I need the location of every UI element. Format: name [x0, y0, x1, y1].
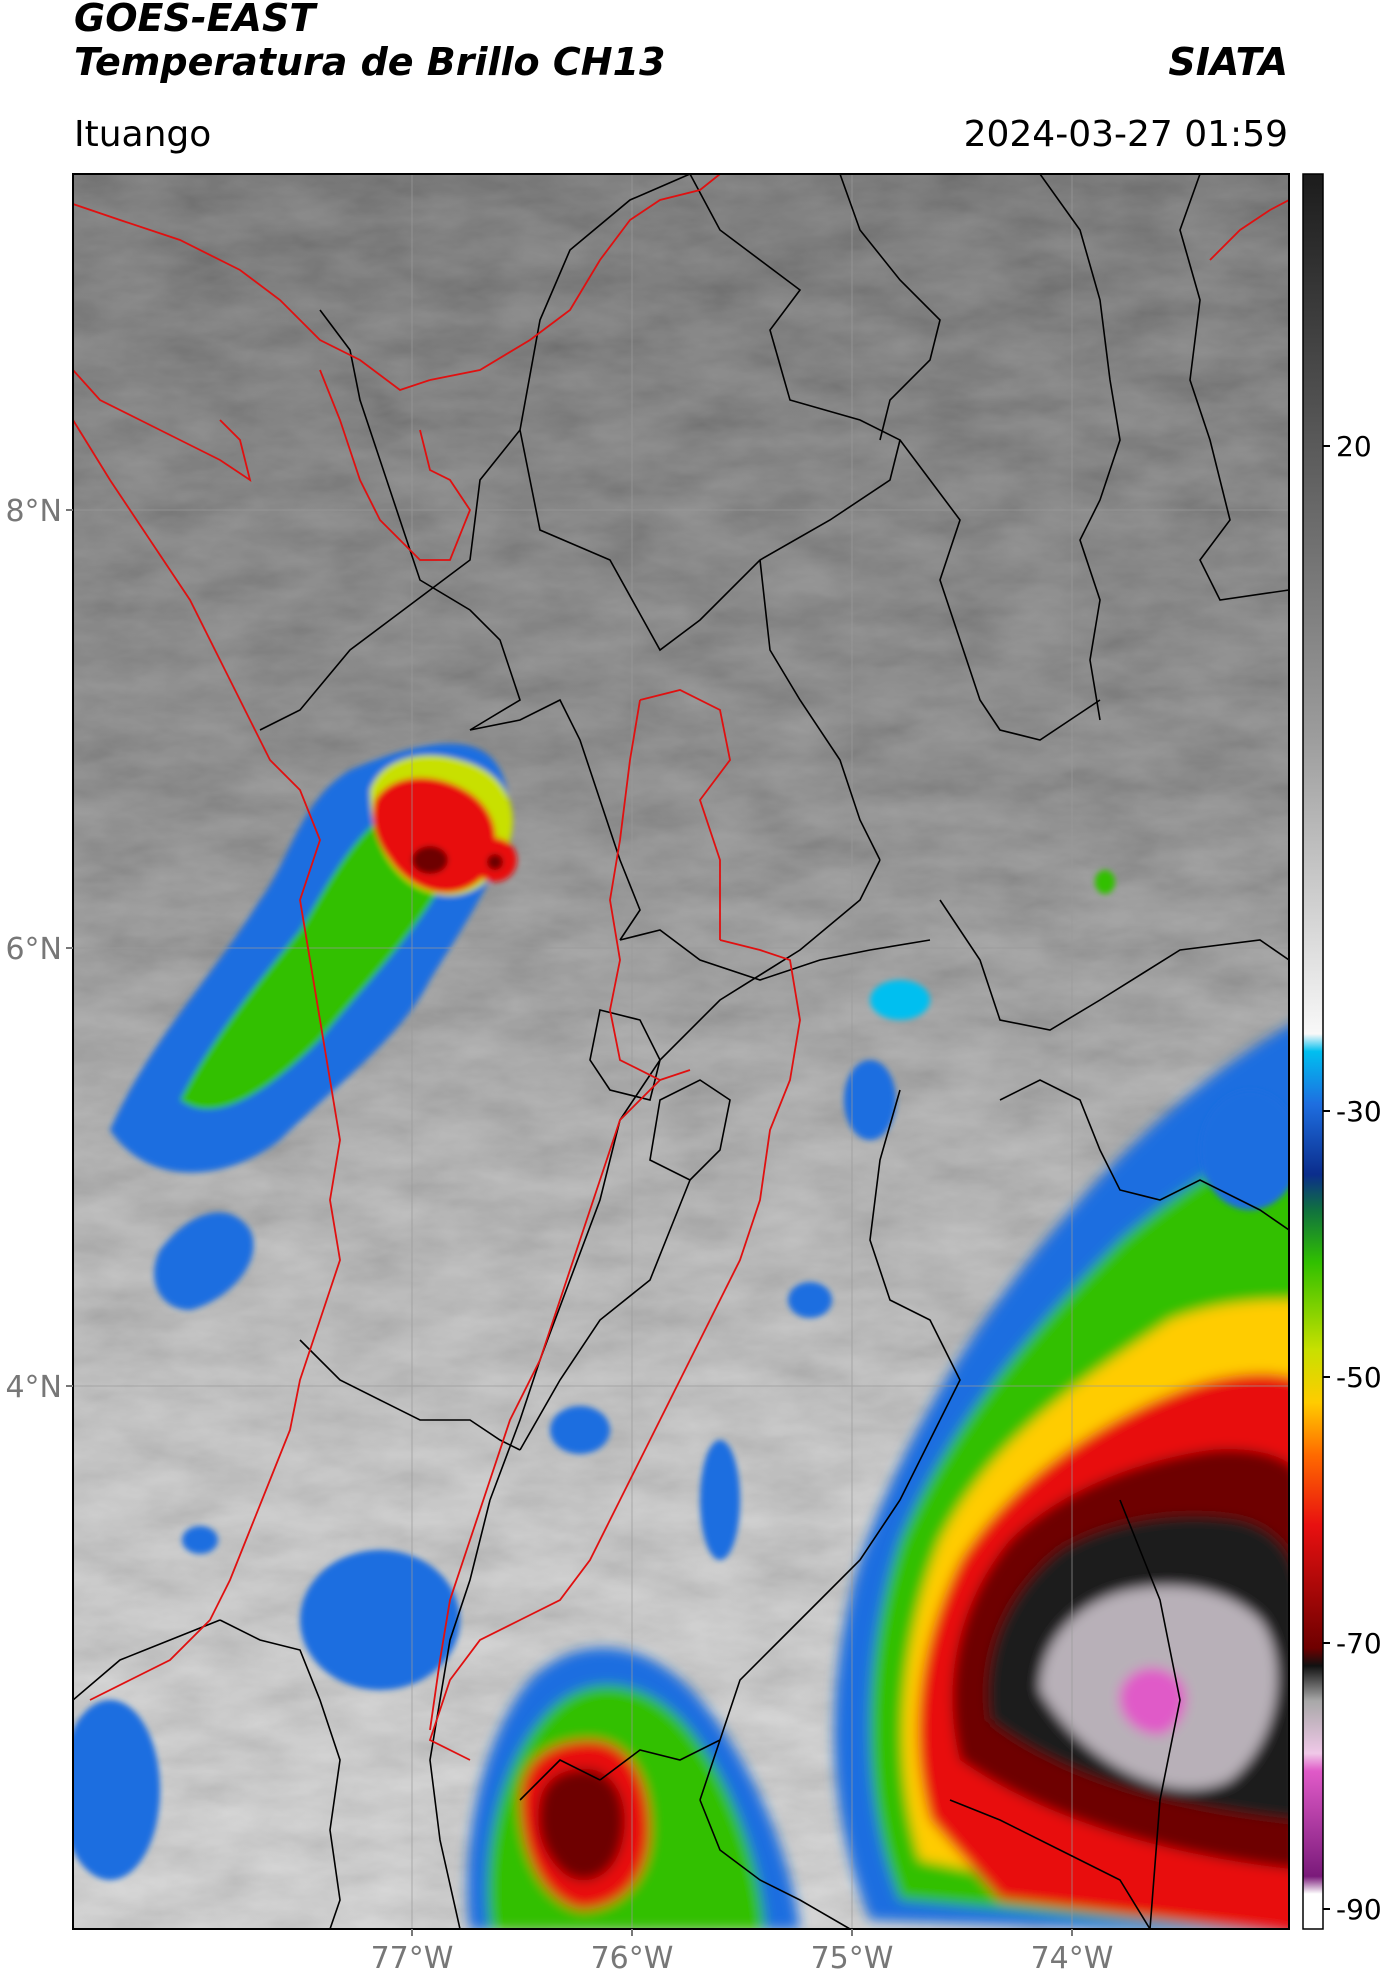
lon-label-75w: 75°W	[811, 1941, 894, 1976]
colorbar-label-neg30: -30	[1336, 1095, 1382, 1128]
lon-label-76w: 76°W	[591, 1941, 674, 1976]
storm-south-central	[467, 1648, 800, 1929]
title-satellite: GOES-EAST	[74, 0, 316, 40]
lat-label-4n: 4°N	[5, 1370, 62, 1405]
title-product: Temperatura de Brillo CH13	[74, 40, 666, 84]
organization-label: SIATA	[1168, 40, 1288, 84]
colorbar-scale	[1302, 173, 1324, 1930]
map-frame	[72, 173, 1290, 1930]
region-label: Ituango	[74, 114, 212, 155]
colorbar-label-neg70: -70	[1336, 1627, 1382, 1660]
scattered-cells	[73, 870, 1289, 1880]
highlight-boundaries	[73, 174, 1289, 1761]
lat-tick-marks	[66, 509, 73, 1387]
lat-label-8n: 8°N	[5, 494, 62, 529]
colorbar-label-neg90: -90	[1336, 1893, 1382, 1926]
storm-southeast	[834, 1025, 1289, 1929]
lon-label-77w: 77°W	[371, 1941, 454, 1976]
map-plot-area	[73, 174, 1289, 1929]
colorbar-label-neg50: -50	[1336, 1361, 1382, 1394]
colorbar-label-20: 20	[1336, 430, 1372, 463]
lon-tick-marks	[411, 1929, 1073, 1936]
colorbar: 20 -30 -50 -70 -90	[1302, 173, 1382, 1930]
lon-label-74w: 74°W	[1031, 1941, 1114, 1976]
graticule	[73, 174, 1289, 1929]
lat-label-6n: 6°N	[5, 932, 62, 967]
timestamp-label: 2024-03-27 01:59	[963, 114, 1288, 155]
